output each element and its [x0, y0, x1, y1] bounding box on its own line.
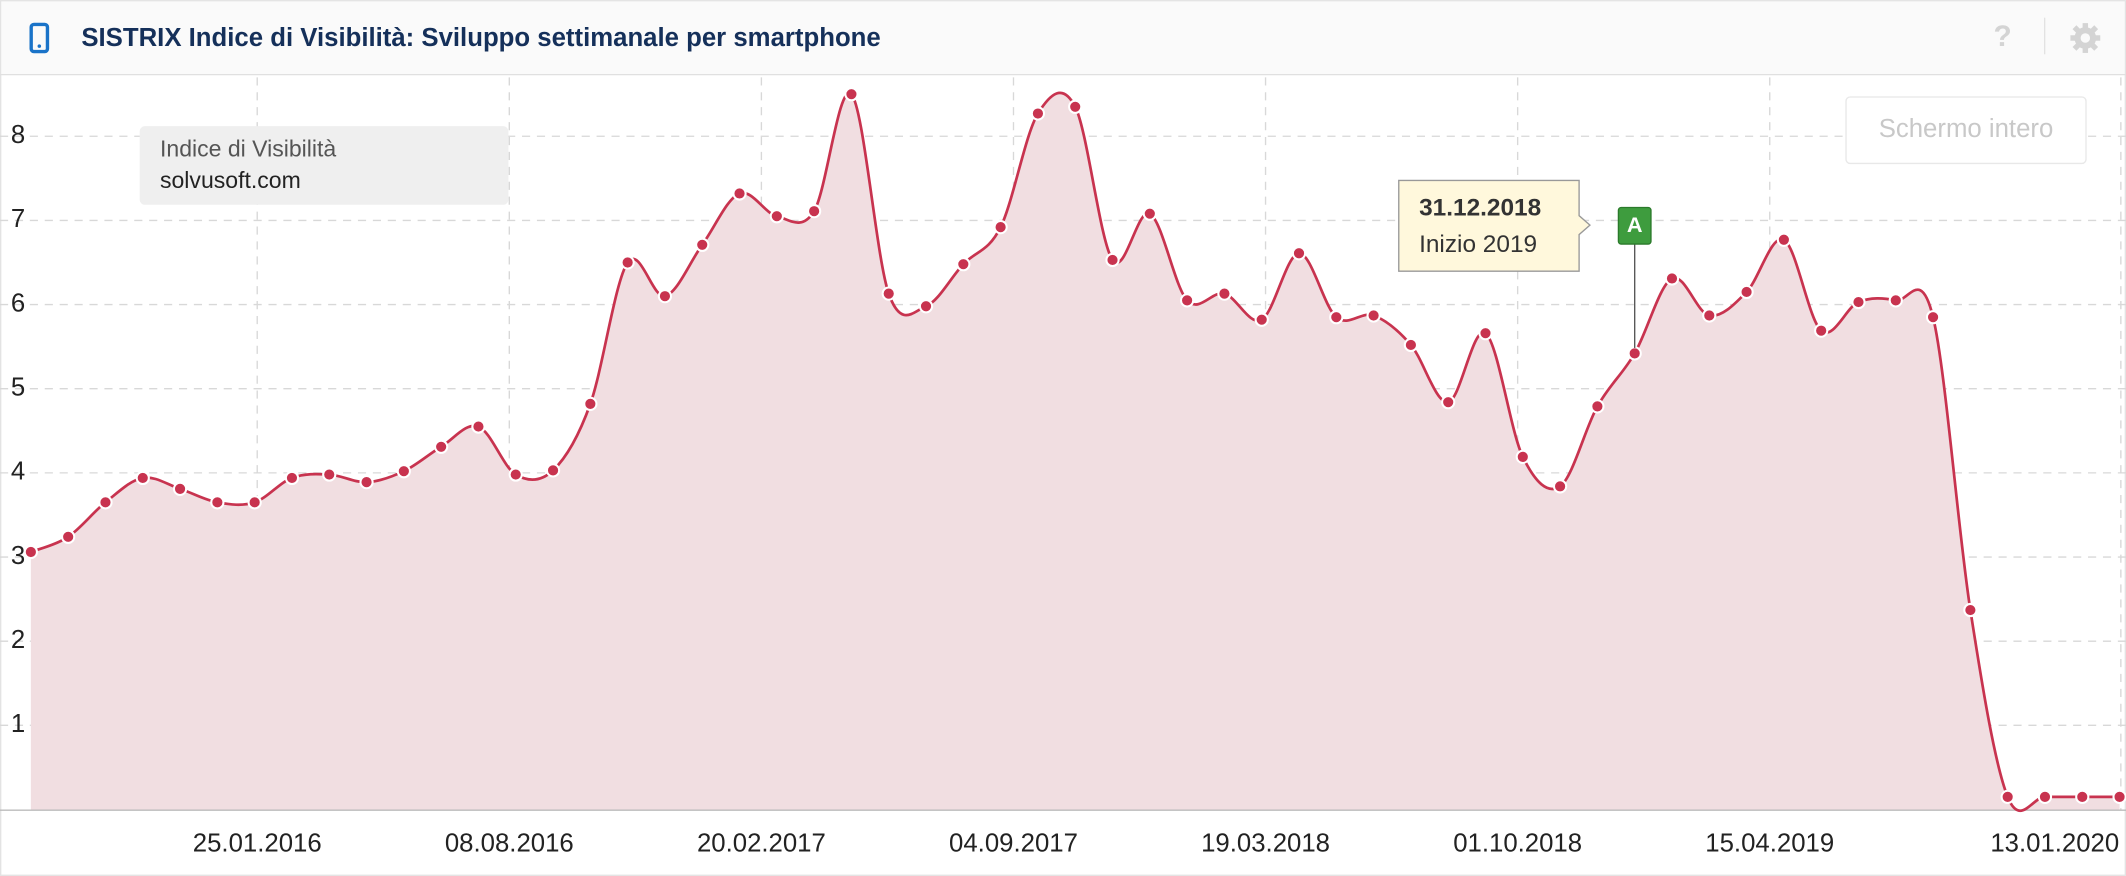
data-point — [247, 495, 262, 510]
x-tick-label: 01.10.2018 — [1453, 830, 1582, 858]
data-point — [1925, 310, 1941, 325]
data-point — [61, 529, 76, 544]
data-point — [1291, 246, 1307, 261]
x-tick-label: 15.04.2019 — [1705, 830, 1834, 858]
data-point — [807, 204, 822, 219]
data-point — [1478, 326, 1493, 341]
annotation-title: 31.12.2018 — [1419, 194, 1541, 221]
data-point — [1963, 602, 1978, 618]
legend-title: Indice di Visibilità — [160, 136, 336, 162]
legend-box — [139, 126, 509, 205]
data-point — [322, 467, 337, 482]
y-tick-label: 5 — [11, 374, 25, 402]
x-tick-label: 19.03.2018 — [1201, 830, 1330, 858]
data-point — [918, 299, 934, 314]
data-point — [881, 286, 896, 301]
data-point — [1851, 294, 1866, 310]
header — [1, 1, 2125, 75]
x-tick-label: 13.01.2020 — [1990, 830, 2119, 858]
annotation-flag — [1617, 206, 1652, 245]
annotation-flag-label: A — [1627, 212, 1643, 237]
settings-icon[interactable] — [2070, 23, 2101, 53]
data-point — [2075, 789, 2090, 805]
data-point — [732, 186, 747, 201]
annotation-text: Inizio 2019 — [1419, 231, 1537, 258]
data-point — [1515, 449, 1530, 465]
data-point — [284, 470, 300, 486]
data-point — [1254, 312, 1269, 327]
data-point — [1590, 399, 1605, 414]
data-point — [434, 439, 449, 454]
data-point — [396, 464, 411, 479]
phone-icon — [29, 22, 50, 54]
data-point — [2112, 789, 2126, 805]
data-point — [135, 470, 150, 486]
data-point — [1142, 206, 1157, 221]
legend-series: solvusoft.com — [160, 167, 301, 193]
chart-title: SISTRIX Indice di Visibilità: Sviluppo s… — [81, 24, 880, 52]
data-point — [2000, 789, 2015, 805]
data-point — [1702, 308, 1717, 323]
data-point — [1739, 284, 1754, 300]
y-tick-label: 2 — [11, 626, 25, 654]
data-point — [844, 87, 859, 102]
data-point — [1329, 310, 1344, 325]
data-point — [172, 481, 188, 496]
data-point — [210, 495, 225, 510]
data-point — [1664, 271, 1680, 286]
data-point — [1068, 99, 1083, 114]
fullscreen-label[interactable]: Schermo intero — [1879, 115, 2054, 143]
data-point — [695, 237, 710, 252]
data-point — [583, 396, 598, 411]
data-point — [23, 544, 38, 560]
data-point — [956, 257, 971, 272]
annotation-tooltip — [1398, 179, 1591, 272]
data-point — [508, 467, 523, 482]
data-point — [993, 220, 1008, 235]
y-tick-label: 6 — [11, 289, 25, 317]
x-tick-label: 04.09.2017 — [949, 830, 1078, 858]
data-point — [620, 255, 635, 270]
data-point — [545, 463, 561, 478]
data-point — [1030, 106, 1046, 121]
y-tick-label: 4 — [11, 458, 25, 486]
x-tick-label: 25.01.2016 — [193, 830, 322, 858]
y-tick-label: 8 — [11, 121, 25, 149]
data-point — [1441, 395, 1456, 410]
data-point — [769, 209, 784, 224]
data-point — [1366, 308, 1381, 323]
data-point — [1105, 252, 1120, 268]
help-icon[interactable]: ? — [1994, 20, 2012, 53]
data-point — [1814, 323, 1829, 338]
data-point — [1179, 293, 1195, 308]
data-point — [657, 289, 673, 304]
x-tick-label: 20.02.2017 — [697, 830, 826, 858]
data-point — [1776, 232, 1792, 247]
data-point — [1627, 346, 1642, 361]
line — [30, 91, 2120, 813]
data-point — [1552, 479, 1568, 494]
data-point — [359, 475, 374, 490]
y-tick-label: 3 — [11, 542, 25, 570]
fullscreen-button[interactable] — [1845, 96, 2087, 165]
data-point — [1217, 286, 1232, 301]
data-point — [2037, 789, 2053, 805]
area-fill — [30, 92, 2120, 811]
y-tick-label: 1 — [11, 710, 25, 738]
data-point — [471, 419, 486, 434]
y-tick-label: 7 — [11, 205, 25, 233]
data-point — [98, 495, 113, 510]
x-tick-label: 08.08.2016 — [445, 830, 574, 858]
data-point — [1403, 337, 1419, 353]
data-point — [1888, 293, 1903, 308]
